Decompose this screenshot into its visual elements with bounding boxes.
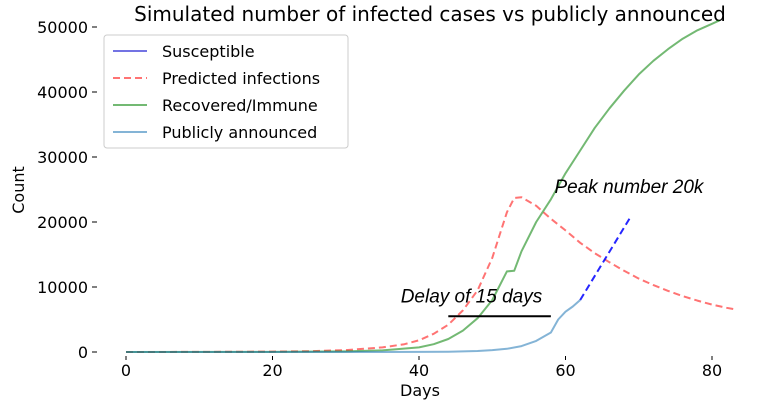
legend-label: Predicted infections: [162, 69, 320, 88]
annotation-text: Peak number 20k: [555, 177, 705, 198]
legend-frame: [103, 34, 349, 149]
x-tick-label: 40: [409, 361, 429, 380]
y-tick-label: 40000: [37, 83, 88, 102]
y-axis-ticks: 0 10000 20000 30000 40000 50000: [37, 18, 97, 362]
chart-title: Simulated number of infected cases vs pu…: [134, 2, 726, 26]
annotation-text: Delay of 15 days: [401, 287, 543, 308]
x-tick-label: 0: [121, 361, 131, 380]
y-tick-label: 0: [78, 343, 88, 362]
y-tick-label: 50000: [37, 18, 88, 37]
y-tick-label: 10000: [37, 278, 88, 297]
legend-label: Susceptible: [162, 42, 255, 61]
x-axis-label: Days: [400, 381, 440, 400]
series-line-projection: [579, 214, 633, 301]
y-axis-label: Count: [9, 166, 28, 214]
legend-label: Recovered/Immune: [162, 96, 318, 115]
x-axis-ticks: 0 20 40 60 80: [121, 356, 722, 380]
x-tick-label: 80: [702, 361, 722, 380]
x-tick-label: 20: [262, 361, 282, 380]
x-tick-label: 60: [555, 361, 575, 380]
plot-series: [125, 19, 735, 353]
series-line-publicly-announced: [126, 299, 581, 353]
chart-annotations: Peak number 20k Delay of 15 days: [401, 177, 705, 318]
chart-legend: Susceptible Predicted infections Recovered…: [103, 34, 349, 149]
series-line-predicted-infections: [125, 196, 735, 353]
series-line-recovered-immune: [125, 19, 720, 353]
legend-label: Publicly announced: [162, 123, 317, 142]
y-tick-label: 20000: [37, 213, 88, 232]
y-tick-label: 30000: [37, 148, 88, 167]
